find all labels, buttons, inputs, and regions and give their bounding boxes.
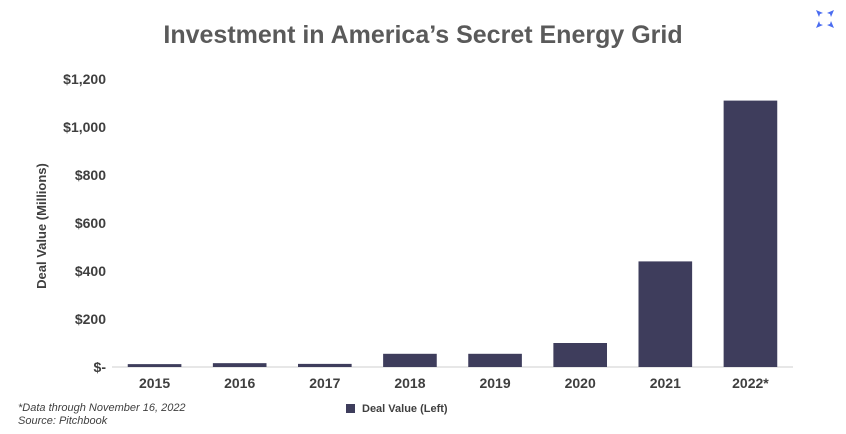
x-tick-label: 2019 xyxy=(479,375,510,391)
x-tick-label: 2021 xyxy=(650,375,681,391)
bar-2022 xyxy=(723,100,778,367)
y-axis-ticks: $- $200 $400 $600 $800 $1,000 $1,200 xyxy=(63,71,106,375)
x-tick-label: 2017 xyxy=(309,375,340,391)
cross-petal-logo-icon xyxy=(816,10,834,28)
bar-2021 xyxy=(638,261,693,367)
y-tick-label: $800 xyxy=(75,167,106,183)
legend: Deal Value (Left) xyxy=(346,403,448,415)
bar-2018 xyxy=(383,353,437,367)
bar-2017 xyxy=(297,363,352,367)
y-axis-label: Deal Value (Millions) xyxy=(34,163,49,289)
footnote: *Data through November 16, 2022 xyxy=(18,402,186,414)
bar-2020 xyxy=(553,343,608,367)
y-tick-label: $1,000 xyxy=(63,119,106,135)
chart-title: Investment in America’s Secret Energy Gr… xyxy=(163,21,682,49)
source-note: Source: Pitchbook xyxy=(18,415,108,427)
x-tick-label: 2015 xyxy=(139,375,170,391)
y-tick-label: $1,200 xyxy=(63,71,106,87)
x-tick-label: 2018 xyxy=(394,375,425,391)
x-axis-ticks: 2015 2016 2017 2018 2019 2020 2021 2022* xyxy=(139,375,769,391)
x-tick-label: 2022* xyxy=(732,375,769,391)
x-tick-label: 2016 xyxy=(224,375,255,391)
legend-label: Deal Value (Left) xyxy=(362,403,448,415)
x-tick-label: 2020 xyxy=(565,375,596,391)
bar-2016 xyxy=(212,363,267,367)
bar-2019 xyxy=(468,353,522,367)
bar-2015 xyxy=(127,364,182,367)
y-tick-label: $600 xyxy=(75,215,106,231)
bars xyxy=(127,100,778,367)
legend-swatch xyxy=(346,404,355,413)
y-tick-label: $400 xyxy=(75,263,106,279)
y-tick-label: $200 xyxy=(75,311,106,327)
y-tick-label: $- xyxy=(94,359,107,375)
